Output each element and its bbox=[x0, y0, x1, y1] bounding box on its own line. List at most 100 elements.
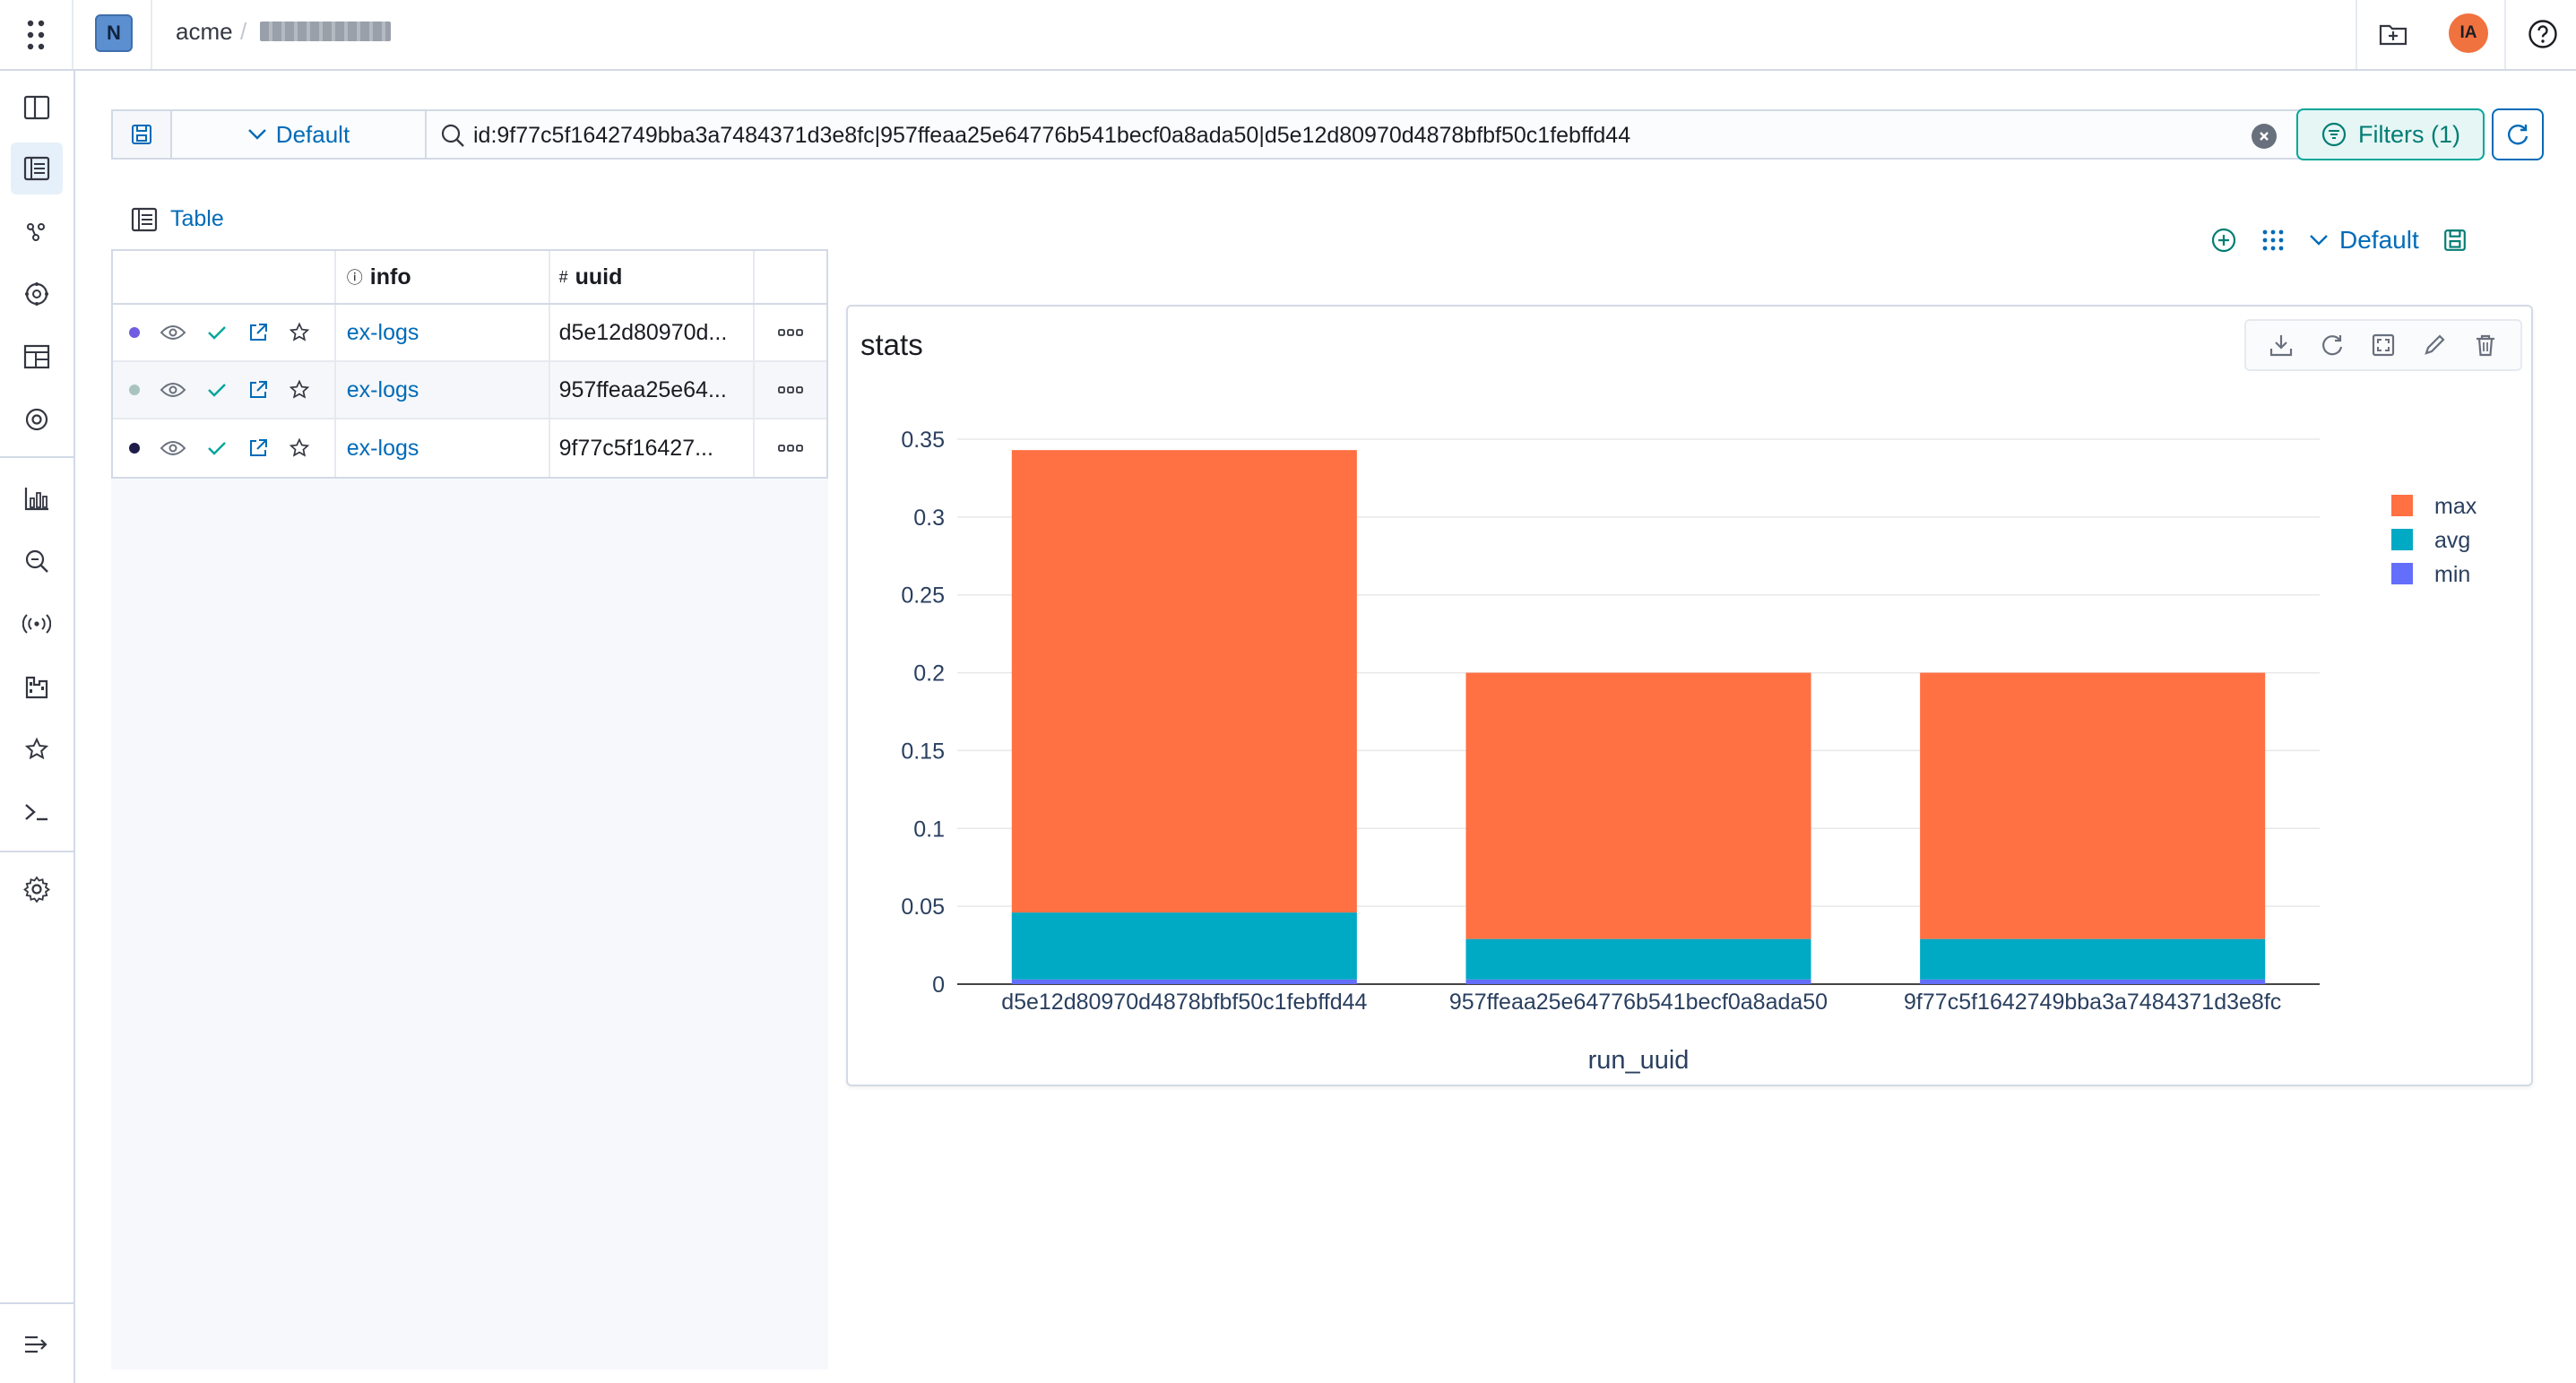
breadcrumb-org[interactable]: acme bbox=[176, 18, 233, 45]
row-actions bbox=[113, 305, 336, 360]
clear-search-button[interactable] bbox=[2252, 124, 2277, 149]
filters-label: Filters (1) bbox=[2358, 120, 2460, 148]
sidebar-item-search[interactable] bbox=[11, 535, 63, 587]
column-header-info[interactable]: ⓘ info bbox=[336, 251, 550, 303]
fullscreen-icon[interactable] bbox=[2371, 333, 2396, 358]
row-actions bbox=[113, 362, 336, 418]
sidebar-item-registry[interactable] bbox=[11, 661, 63, 713]
sidebar-item-cluster[interactable] bbox=[11, 268, 63, 320]
dots-grid-icon bbox=[27, 20, 45, 49]
star-icon[interactable] bbox=[289, 437, 310, 459]
sidebar-item-runs-table[interactable] bbox=[11, 143, 63, 194]
table-row[interactable]: ex-logs 9f77c5f16427... bbox=[113, 419, 826, 477]
filters-button[interactable]: Filters (1) bbox=[2296, 108, 2485, 160]
legend-label-max: max bbox=[2434, 494, 2477, 519]
add-widget-icon[interactable] bbox=[2210, 227, 2237, 254]
dashboard-layout-select[interactable]: Default bbox=[2309, 226, 2419, 255]
check-icon[interactable] bbox=[206, 324, 228, 341]
star-icon bbox=[24, 737, 49, 760]
table-row[interactable]: ex-logs 957ffeaa25e64... bbox=[113, 362, 826, 419]
cluster-icon bbox=[25, 282, 48, 306]
y-tick-label: 0.05 bbox=[901, 895, 945, 920]
sidebar-item-settings[interactable] bbox=[11, 863, 63, 915]
run-name-link[interactable]: ex-logs bbox=[346, 319, 419, 345]
table-list-icon bbox=[131, 207, 158, 231]
info-icon: ⓘ bbox=[346, 269, 363, 287]
row-more-button[interactable] bbox=[755, 305, 826, 360]
runs-table: ⓘ info # uuid ex-logs bbox=[111, 249, 828, 479]
star-icon[interactable] bbox=[289, 322, 310, 343]
check-icon[interactable] bbox=[206, 381, 228, 399]
refresh-icon[interactable] bbox=[2320, 333, 2345, 358]
sidebar-item-lineage[interactable] bbox=[11, 205, 63, 257]
breadcrumb-project-redacted[interactable] bbox=[260, 22, 391, 41]
eye-icon[interactable] bbox=[160, 381, 186, 399]
bar-segment-max bbox=[1465, 672, 1811, 939]
y-tick-label: 0.25 bbox=[901, 583, 945, 609]
legend-swatch-min bbox=[2391, 563, 2413, 584]
tab-table[interactable]: Table bbox=[131, 206, 224, 232]
x-tick-label: 9f77c5f1642749bba3a7484371d3e8fc bbox=[1904, 990, 2281, 1015]
x-tick-label: d5e12d80970d4878bfbf50c1febffd44 bbox=[1001, 990, 1367, 1015]
zoom-icon bbox=[25, 549, 48, 573]
filter-icon bbox=[2321, 122, 2347, 147]
eye-icon[interactable] bbox=[160, 439, 186, 457]
bar-segment-max bbox=[1011, 450, 1357, 913]
sidebar-item-terminal[interactable] bbox=[11, 786, 63, 838]
pencil-icon[interactable] bbox=[2422, 333, 2447, 358]
header-divider bbox=[151, 0, 152, 69]
run-name-link[interactable]: ex-logs bbox=[346, 376, 419, 402]
target-icon bbox=[25, 408, 48, 431]
trash-icon[interactable] bbox=[2473, 333, 2498, 358]
table-row[interactable]: ex-logs d5e12d80970d... bbox=[113, 305, 826, 362]
sidebar-item-dashboards[interactable] bbox=[11, 331, 63, 383]
query-preset-select[interactable]: Default bbox=[170, 109, 427, 160]
new-folder-button[interactable] bbox=[2373, 14, 2413, 54]
external-link-icon[interactable] bbox=[247, 322, 269, 343]
sidebar-expand-button[interactable] bbox=[11, 1318, 63, 1370]
column-name-uuid: uuid bbox=[575, 264, 623, 290]
row-more-button[interactable] bbox=[755, 419, 826, 477]
run-name-link[interactable]: ex-logs bbox=[346, 435, 419, 461]
column-header-uuid[interactable]: # uuid bbox=[550, 251, 756, 303]
gear-icon bbox=[23, 876, 50, 903]
save-icon[interactable] bbox=[2442, 228, 2468, 253]
star-icon[interactable] bbox=[289, 379, 310, 401]
sidebar-item-favorites[interactable] bbox=[11, 723, 63, 775]
close-icon bbox=[2260, 132, 2269, 141]
external-link-icon[interactable] bbox=[247, 379, 269, 401]
y-tick-label: 0.1 bbox=[913, 817, 945, 842]
search-input[interactable] bbox=[473, 120, 2320, 151]
bar-segment-avg bbox=[1011, 912, 1357, 980]
help-button[interactable] bbox=[2522, 13, 2563, 55]
more-horizontal-icon bbox=[778, 386, 804, 393]
app-menu-button[interactable] bbox=[0, 0, 73, 69]
eye-icon[interactable] bbox=[160, 324, 186, 341]
run-color-dot[interactable] bbox=[129, 327, 140, 338]
avatar[interactable]: IA bbox=[2449, 13, 2488, 53]
legend-swatch-avg bbox=[2391, 529, 2413, 550]
bar-segment-avg bbox=[1920, 938, 2266, 980]
external-link-icon[interactable] bbox=[247, 437, 269, 459]
row-actions bbox=[113, 419, 336, 477]
check-icon[interactable] bbox=[206, 439, 228, 457]
refresh-button[interactable] bbox=[2492, 108, 2544, 160]
save-query-button[interactable] bbox=[111, 109, 170, 160]
sidebar-item-columns[interactable] bbox=[11, 82, 63, 134]
org-logo[interactable]: N bbox=[95, 14, 133, 52]
building-icon bbox=[25, 676, 48, 699]
search-field[interactable] bbox=[427, 109, 2399, 160]
y-tick-label: 0.2 bbox=[913, 661, 945, 687]
sidebar-item-analytics[interactable] bbox=[11, 472, 63, 524]
run-color-dot[interactable] bbox=[129, 443, 140, 454]
run-uuid-cell: 957ffeaa25e64... bbox=[550, 362, 756, 418]
run-name-cell: ex-logs bbox=[336, 419, 550, 477]
download-icon[interactable] bbox=[2269, 333, 2294, 358]
sidebar-item-targets[interactable] bbox=[11, 393, 63, 445]
grid-layout-icon[interactable] bbox=[2260, 228, 2286, 253]
row-more-button[interactable] bbox=[755, 362, 826, 418]
bar-segment-max bbox=[1920, 672, 2266, 939]
run-color-dot[interactable] bbox=[129, 385, 140, 395]
x-tick-label: 957ffeaa25e64776b541becf0a8ada50 bbox=[1449, 990, 1828, 1015]
sidebar-item-streams[interactable] bbox=[11, 598, 63, 650]
